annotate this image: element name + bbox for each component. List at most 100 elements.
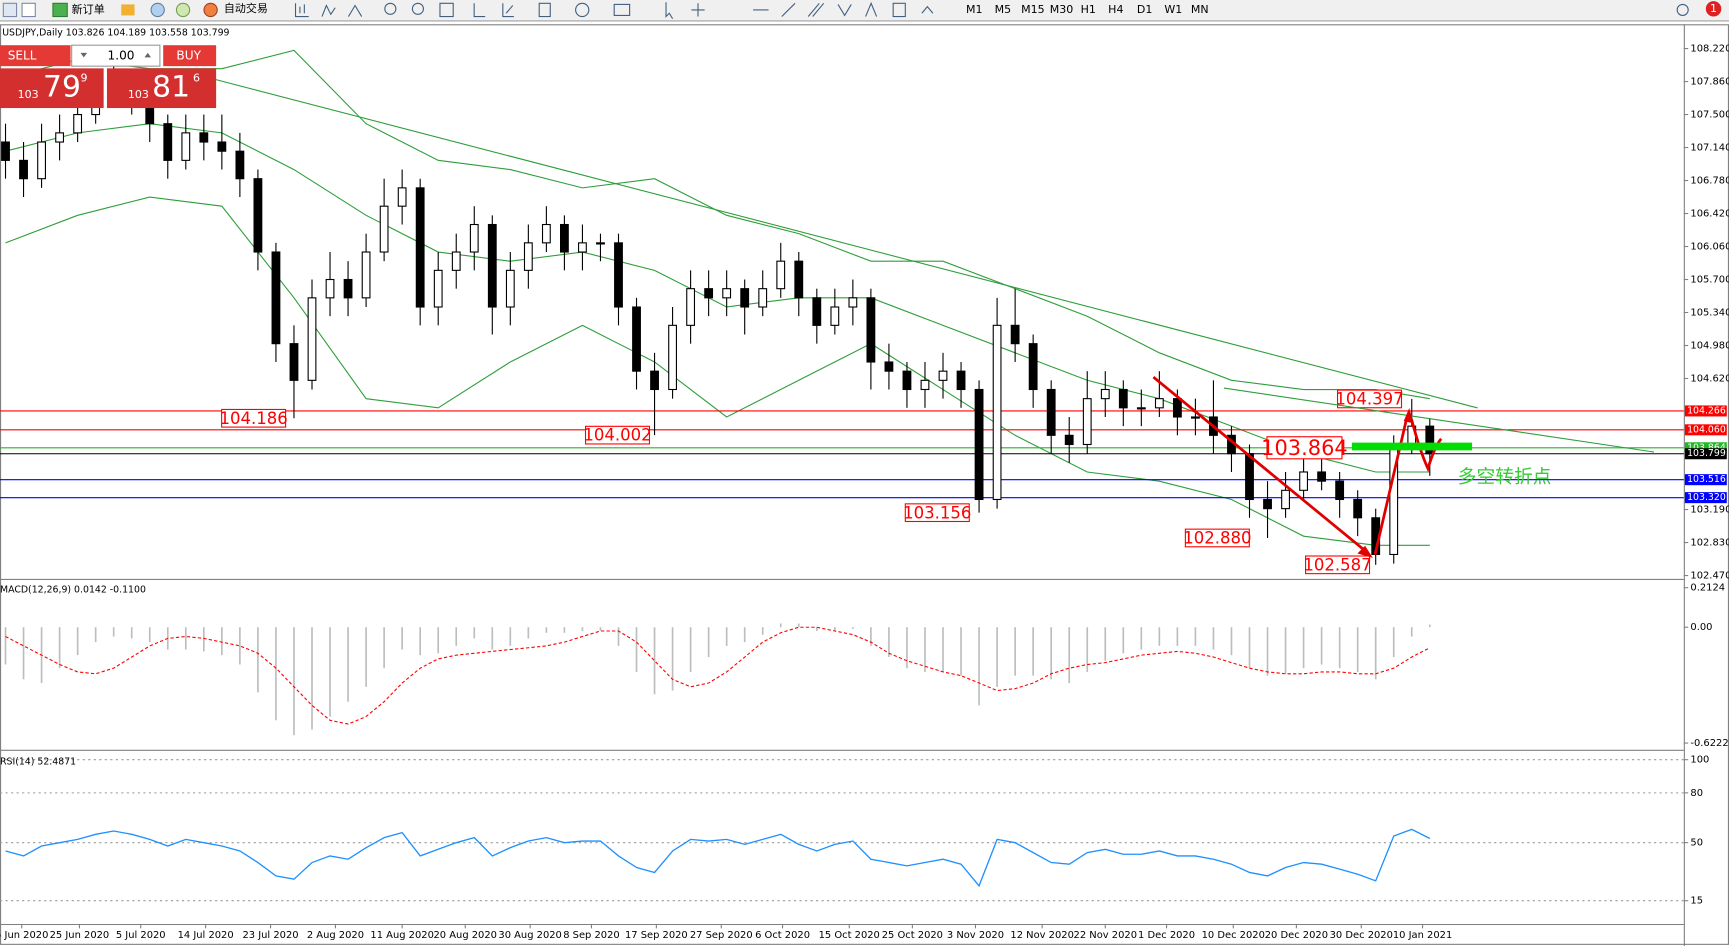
annotation-box xyxy=(1184,528,1250,548)
icon[interactable] xyxy=(347,4,363,17)
x-tick-label: 25 Oct 2020 xyxy=(882,930,943,941)
y-tick-label: 104.620 xyxy=(1690,373,1729,384)
icon[interactable] xyxy=(384,2,397,15)
timeframe-button[interactable]: D1 xyxy=(1137,3,1153,16)
icon[interactable] xyxy=(121,4,135,16)
candle-body xyxy=(415,187,425,308)
sell-price-box[interactable] xyxy=(0,68,104,109)
y-tick-label: -0.6222 xyxy=(1690,738,1728,749)
macd-bar xyxy=(401,627,403,650)
candle-body xyxy=(758,288,768,308)
icon[interactable] xyxy=(613,3,631,16)
timeframe-button[interactable]: M5 xyxy=(995,3,1012,16)
y-tick-label: 102.470 xyxy=(1690,571,1729,582)
icon[interactable] xyxy=(892,2,906,18)
toolbar-bg xyxy=(0,0,1729,21)
x-tick-label: 14 Jul 2020 xyxy=(178,930,234,941)
search-icon[interactable] xyxy=(1676,3,1689,16)
icon[interactable] xyxy=(807,2,825,17)
macd-bar xyxy=(545,627,548,633)
macd-bar xyxy=(311,627,313,730)
y-tick-label: 102.830 xyxy=(1690,538,1729,549)
icon[interactable] xyxy=(321,4,336,17)
candle-body xyxy=(992,324,1002,501)
icon[interactable] xyxy=(294,3,309,18)
y-tick-label: 108.220 xyxy=(1690,44,1729,55)
macd-bar xyxy=(1176,627,1179,646)
tool-icons xyxy=(294,1,934,20)
candle-body xyxy=(361,251,371,299)
icon[interactable] xyxy=(691,3,705,17)
macd-bar xyxy=(1302,627,1305,669)
icon[interactable] xyxy=(865,1,878,17)
icon[interactable] xyxy=(538,2,551,18)
icon[interactable] xyxy=(921,5,934,14)
macd-bar xyxy=(1212,627,1215,650)
icon[interactable] xyxy=(439,2,454,18)
candle-body xyxy=(379,205,389,253)
x-tick-label: 20 Dec 2020 xyxy=(1265,930,1328,941)
sell-label[interactable]: SELL xyxy=(8,49,37,63)
autotrade-icon[interactable] xyxy=(203,2,218,18)
new-order-button[interactable]: 新订单 xyxy=(72,2,105,16)
trendline xyxy=(214,78,1478,409)
candle-body xyxy=(578,242,587,253)
timeframe-button[interactable]: W1 xyxy=(1164,3,1182,16)
lots-value[interactable]: 1.00 xyxy=(108,49,135,63)
timeframe-button[interactable]: M30 xyxy=(1050,3,1074,16)
macd-bar xyxy=(473,627,476,639)
trendline xyxy=(1223,387,1655,453)
icon[interactable] xyxy=(781,2,796,17)
icon[interactable] xyxy=(21,2,36,18)
icon[interactable] xyxy=(411,2,424,15)
icon[interactable] xyxy=(175,2,191,18)
icon[interactable] xyxy=(837,4,852,17)
macd-bar xyxy=(653,627,656,695)
candle-body xyxy=(974,388,984,501)
icon[interactable] xyxy=(150,2,165,18)
timeframe-button[interactable]: MN xyxy=(1191,3,1209,16)
candle-body xyxy=(433,269,443,308)
y-tick-label: 106.420 xyxy=(1690,209,1729,220)
sell-button[interactable] xyxy=(0,45,71,67)
icon[interactable] xyxy=(473,3,486,18)
timeframe-button[interactable]: H4 xyxy=(1108,3,1123,16)
timeframe-button[interactable]: M15 xyxy=(1021,3,1045,16)
annotation-box xyxy=(904,503,970,523)
notification-badge[interactable] xyxy=(1705,1,1722,17)
buy-price-box[interactable] xyxy=(106,68,217,109)
macd-bar xyxy=(1392,627,1395,658)
new-order-icon[interactable] xyxy=(52,2,68,18)
autotrade-button[interactable]: 自动交易 xyxy=(224,1,268,15)
buy-label[interactable]: BUY xyxy=(176,49,201,63)
icon[interactable] xyxy=(575,2,590,18)
icon[interactable] xyxy=(502,3,514,18)
candle-body xyxy=(1010,324,1020,345)
candle-body xyxy=(686,288,696,326)
macd-bar xyxy=(1284,627,1287,674)
candle-body xyxy=(541,223,551,244)
icon[interactable] xyxy=(665,2,674,20)
rsi-header: RSI(14) 52.4871 xyxy=(0,756,76,767)
candle-body xyxy=(632,306,641,372)
candle-body xyxy=(19,159,28,180)
arrowhead xyxy=(1357,545,1373,558)
x-tick-label: 17 Sep 2020 xyxy=(625,930,688,941)
price-level-tag xyxy=(1684,424,1727,436)
icon[interactable] xyxy=(2,2,18,18)
lots-input[interactable] xyxy=(71,44,161,67)
macd-bar xyxy=(996,627,998,687)
candle-body xyxy=(794,260,804,299)
candle-body xyxy=(487,223,497,308)
macd-bar xyxy=(581,627,584,631)
x-tick-label: 11 Aug 2020 xyxy=(370,930,433,941)
timeframe-button[interactable]: M1 xyxy=(966,3,983,16)
candle-body xyxy=(37,141,46,180)
candle-body xyxy=(469,223,479,253)
buy-button[interactable] xyxy=(163,45,217,67)
macd-bar xyxy=(437,627,440,654)
timeframe-button[interactable]: H1 xyxy=(1081,3,1096,16)
callout-text: 多空转折点 xyxy=(1458,467,1552,488)
y-tick-label: 80 xyxy=(1690,788,1703,799)
candle-body xyxy=(668,324,677,391)
